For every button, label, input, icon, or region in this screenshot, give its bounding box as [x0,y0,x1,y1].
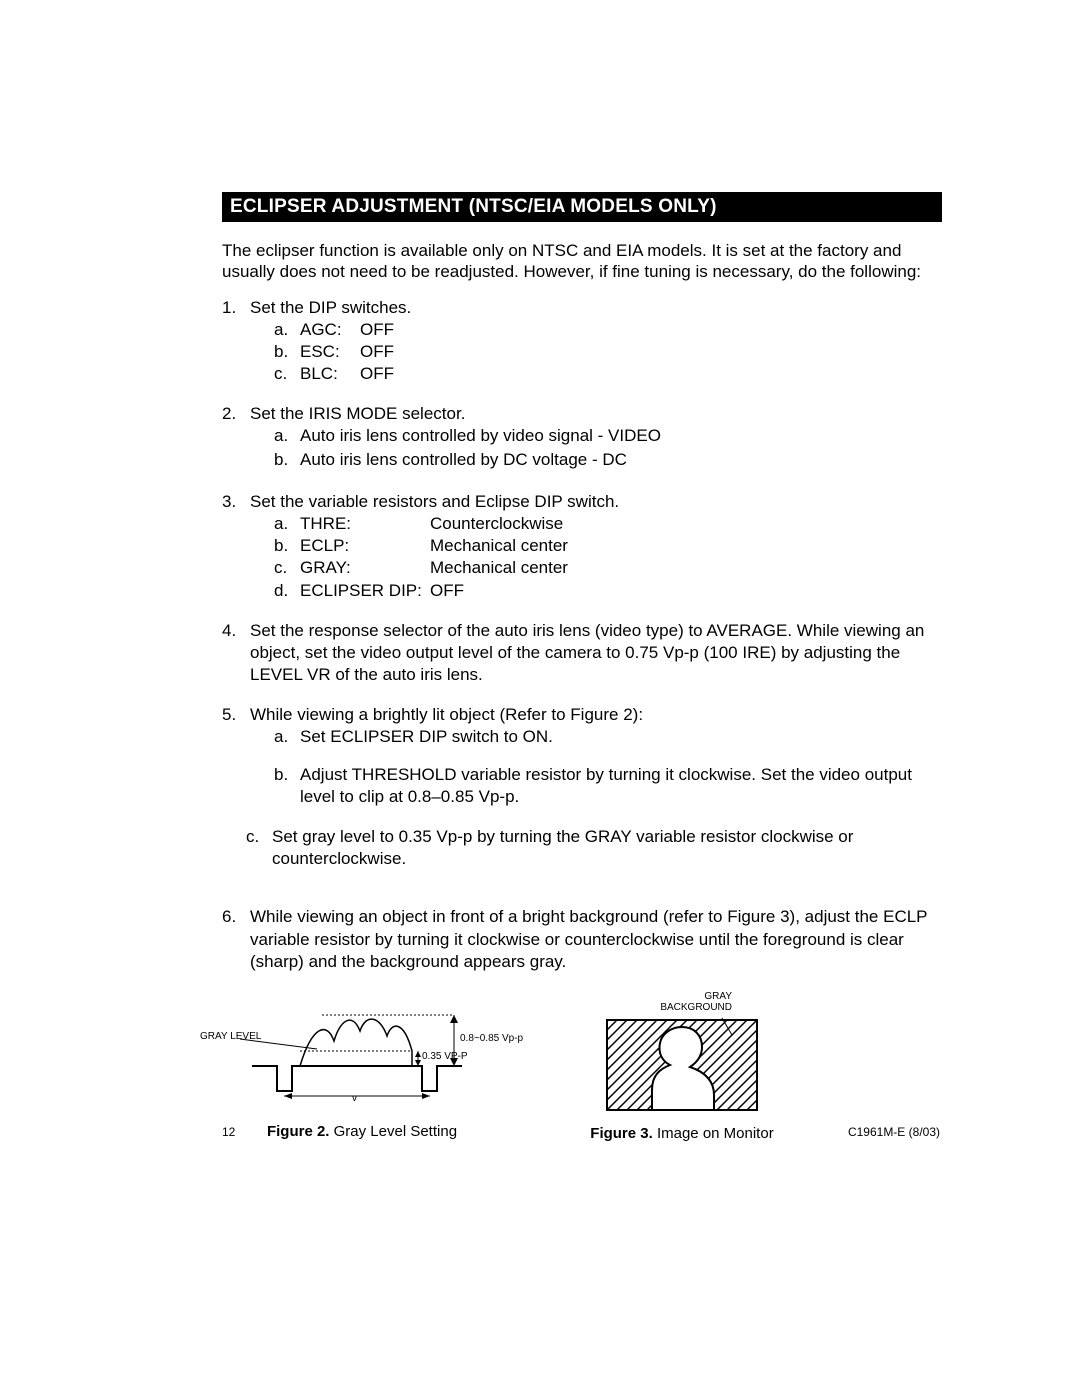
step-2-text: Set the IRIS MODE selector. [250,403,942,425]
step-3-a-value: Counterclockwise [430,513,942,535]
step-4-text: Set the response selector of the auto ir… [250,620,942,686]
figure-2-gray-level-label: GRAY LEVEL [200,1031,261,1042]
figure-3-caption-rest: Image on Monitor [653,1125,774,1142]
step-1-c-label: BLC: [300,363,360,385]
figure-3-label-background: BACKGROUND [582,1002,732,1013]
step-6: 6. While viewing an object in front of a… [222,906,942,972]
step-5-a-text: Set ECLIPSER DIP switch to ON. [300,726,942,748]
step-5-row-c: c. Set gray level to 0.35 Vp-p by turnin… [246,826,942,870]
step-1-a-letter: a. [274,319,300,341]
figure-2-caption-bold: Figure 2. [267,1123,330,1140]
step-3-c-value: Mechanical center [430,557,942,579]
step-5-b-letter: b. [274,764,300,808]
step-3: 3. Set the variable resistors and Eclips… [222,491,942,601]
step-1-c-letter: c. [274,363,300,385]
step-1: 1. Set the DIP switches. a. AGC: OFF b. … [222,297,942,385]
page-number: 12 [222,1125,235,1139]
step-2-a-letter: a. [274,425,300,447]
figure-2-mid-label: 0.35 VP-P [422,1051,468,1062]
step-3-row-b: b. ECLP: Mechanical center [274,535,942,557]
step-3-a-letter: a. [274,513,300,535]
step-3-text: Set the variable resistors and Eclipse D… [250,491,942,513]
step-3-a-label: THRE: [300,513,430,535]
step-5-a-letter: a. [274,726,300,748]
step-3-number: 3. [222,491,250,601]
figure-3-caption-bold: Figure 3. [590,1125,653,1142]
figure-2-v-label: v [352,1093,357,1104]
step-1-b-letter: b. [274,341,300,363]
step-3-b-letter: b. [274,535,300,557]
step-4-number: 4. [222,620,250,686]
intro-paragraph: The eclipser function is available only … [222,240,942,283]
step-5-b-text: Adjust THRESHOLD variable resistor by tu… [300,764,942,808]
section-header: ECLIPSER ADJUSTMENT (NTSC/EIA MODELS ONL… [222,192,942,222]
step-1-row-a: a. AGC: OFF [274,319,942,341]
figure-2: GRAY LEVEL 0.8~0.85 Vp-p 0.35 VP-P v Fig… [222,991,502,1142]
step-5: 5. While viewing a brightly lit object (… [222,704,942,889]
step-2-b-text: Auto iris lens controlled by DC voltage … [300,449,942,471]
figure-3: GRAY BACKGROUND [582,991,782,1142]
step-1-number: 1. [222,297,250,385]
step-3-d-label: ECLIPSER DIP: [300,580,430,602]
step-1-text: Set the DIP switches. [250,297,942,319]
step-2-a-text: Auto iris lens controlled by video signa… [300,425,942,447]
step-6-text: While viewing an object in front of a br… [250,906,942,972]
step-2-number: 2. [222,403,250,473]
step-2-row-b: b. Auto iris lens controlled by DC volta… [274,449,942,471]
step-3-c-letter: c. [274,557,300,579]
step-1-row-b: b. ESC: OFF [274,341,942,363]
step-3-b-label: ECLP: [300,535,430,557]
step-1-a-value: OFF [360,319,942,341]
step-1-c-value: OFF [360,363,942,385]
step-3-row-a: a. THRE: Counterclockwise [274,513,942,535]
step-3-b-value: Mechanical center [430,535,942,557]
step-2-b-letter: b. [274,449,300,471]
step-3-c-label: GRAY: [300,557,430,579]
figure-3-svg [602,1015,762,1115]
step-3-d-value: OFF [430,580,942,602]
figure-2-top-label: 0.8~0.85 Vp-p [460,1033,523,1044]
step-1-b-value: OFF [360,341,942,363]
step-1-b-label: ESC: [300,341,360,363]
step-5-text: While viewing a brightly lit object (Ref… [250,704,942,726]
figure-2-svg [222,991,502,1101]
step-6-number: 6. [222,906,250,972]
figure-3-label-gray: GRAY [582,991,732,1002]
step-2-row-a: a. Auto iris lens controlled by video si… [274,425,942,447]
step-1-row-c: c. BLC: OFF [274,363,942,385]
step-5-c-text: Set gray level to 0.35 Vp-p by turning t… [272,826,942,870]
step-3-d-letter: d. [274,580,300,602]
figure-2-caption-rest: Gray Level Setting [329,1123,457,1140]
step-4: 4. Set the response selector of the auto… [222,620,942,686]
step-2: 2. Set the IRIS MODE selector. a. Auto i… [222,403,942,473]
step-5-row-a: a. Set ECLIPSER DIP switch to ON. [274,726,942,748]
step-5-row-b: b. Adjust THRESHOLD variable resistor by… [274,764,942,808]
step-3-row-c: c. GRAY: Mechanical center [274,557,942,579]
step-5-c-letter: c. [246,826,272,870]
step-3-row-d: d. ECLIPSER DIP: OFF [274,580,942,602]
doc-code: C1961M-E (8/03) [848,1125,940,1139]
step-1-a-label: AGC: [300,319,360,341]
